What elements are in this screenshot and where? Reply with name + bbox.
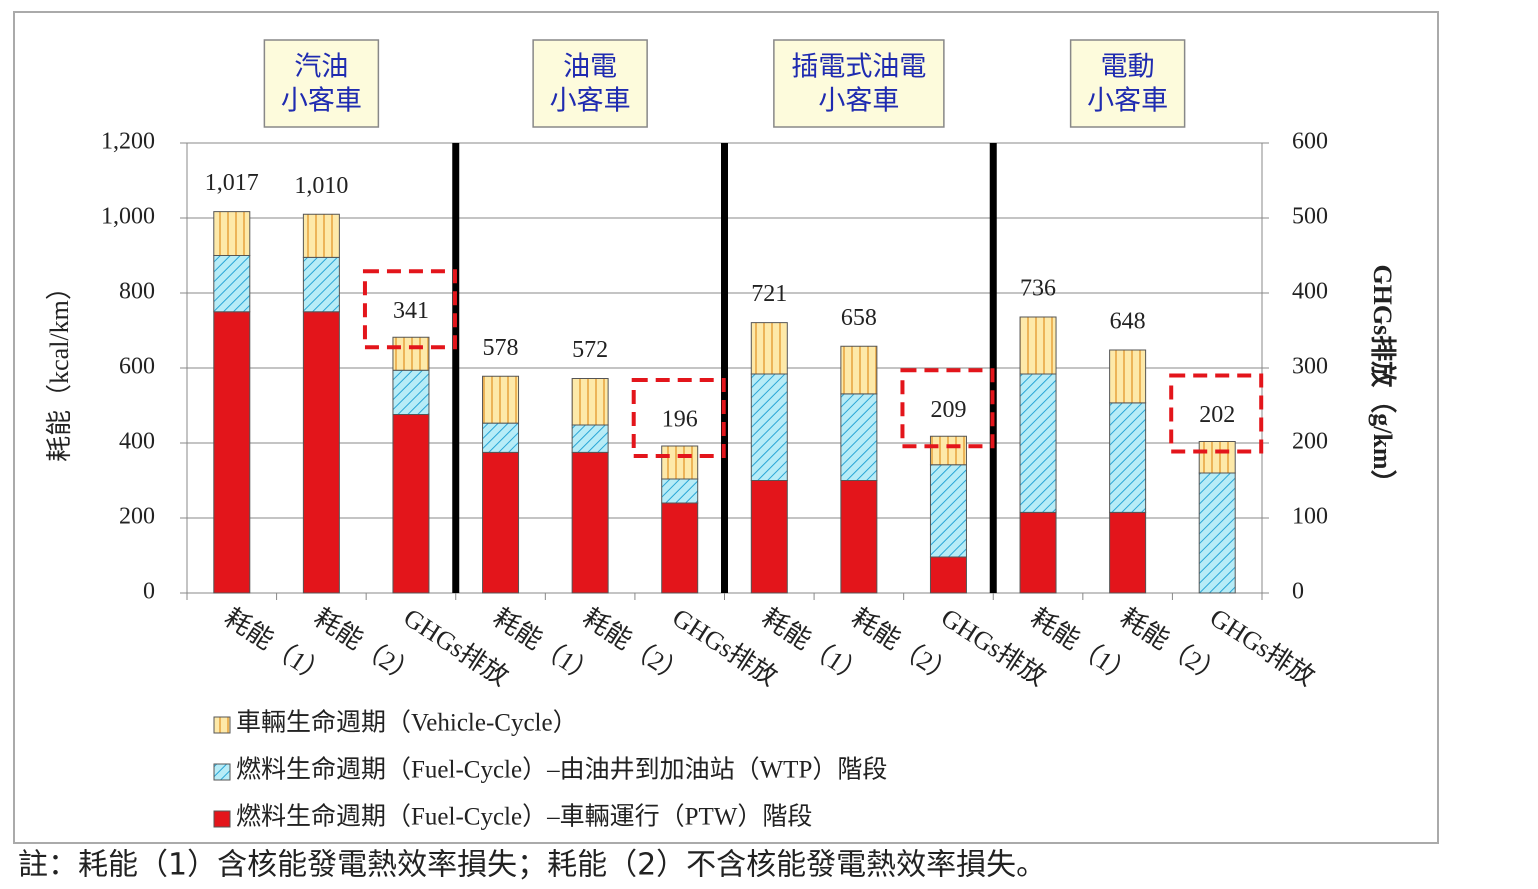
bar-segment [392,336,430,371]
bar-segment [482,422,520,453]
legend-swatch [213,716,231,734]
bar-segment [750,322,788,375]
bar-segment [929,435,967,466]
bar-segment [571,451,609,594]
total-label: 658 [841,305,877,331]
group-header-box [773,39,945,128]
bar-segment [1019,373,1057,513]
total-label: 721 [751,281,787,307]
bar-segment [840,393,878,481]
y-tick-label: 800 [119,279,155,305]
bar-segment [929,464,967,558]
bar-segment [1109,402,1147,513]
y-tick-label: 200 [119,504,155,530]
total-label: 736 [1020,276,1056,302]
total-label: 578 [483,335,519,361]
y-tick-label: 600 [119,354,155,380]
y-axis-title: 耗能（kcal/km） [45,274,74,462]
bar-segment [482,451,520,594]
y-tick-label: 1,200 [101,129,155,155]
group-header: 小客車 [550,86,631,117]
total-label: 1,010 [294,173,348,199]
bar-segment [302,311,340,594]
group-header-box [263,39,380,128]
bar-segment [1198,441,1236,474]
group-header: 汽油 [294,52,348,83]
legend-label: 燃料生命週期（Fuel-Cycle）–車輛運行（PTW）階段 [236,803,812,831]
y2-tick-label: 300 [1292,354,1328,380]
group-header: 電動 [1101,52,1155,83]
highlight-box [900,368,995,449]
highlight-box [631,378,726,458]
bar-segment [392,414,430,594]
bar-segment [661,502,699,594]
bar-segment [1019,316,1057,375]
y-tick-label: 1,000 [101,204,155,230]
total-label: 196 [662,407,698,433]
group-header: 油電 [563,52,617,83]
bar-segment [213,211,251,256]
group-header-box [1069,39,1186,128]
bar-segment [1198,472,1236,594]
bar-segment [1109,349,1147,404]
group-header: 小客車 [1087,86,1168,117]
highlight-box [362,269,457,350]
total-label: 202 [1199,402,1235,428]
total-label: 341 [393,298,429,324]
bar-segment [482,375,520,424]
bar-segment [392,369,430,415]
legend-swatch [213,810,231,828]
legend-label: 燃料生命週期（Fuel-Cycle）–由油井到加油站（WTP）階段 [236,756,887,784]
legend-swatch [213,763,231,781]
bar-segment [750,373,788,481]
total-label: 209 [930,397,966,423]
y2-tick-label: 200 [1292,429,1328,455]
highlight-box [1169,373,1264,454]
total-label: 648 [1110,309,1146,335]
total-label: 572 [572,337,608,363]
bar-segment [750,480,788,594]
y2-tick-label: 0 [1292,579,1304,605]
bar-segment [571,378,609,426]
bar-segment [213,255,251,313]
bar-segment [661,478,699,504]
legend-label: 車輛生命週期（Vehicle-Cycle） [236,709,578,737]
group-header: 小客車 [281,86,362,117]
y-tick-label: 400 [119,429,155,455]
y2-tick-label: 400 [1292,279,1328,305]
y-tick-label: 0 [143,579,155,605]
bar-segment [302,213,340,258]
group-header: 插電式油電 [791,52,926,83]
frame [13,11,1439,844]
y2-tick-label: 100 [1292,504,1328,530]
y2-tick-label: 500 [1292,204,1328,230]
group-header: 小客車 [818,86,899,117]
bar-segment [840,345,878,395]
x-tick-label: GHGs排放 [1205,603,1320,692]
bar-segment [1019,511,1057,594]
bar-segment [1109,511,1147,594]
y2-axis-title: GHGs排放（g/km） [1368,264,1398,495]
bar-segment [302,256,340,313]
group-header-box [532,39,648,128]
bar-segment [840,480,878,594]
bar-segment [929,556,967,594]
bar-segment [661,445,699,480]
bar-segment [213,311,251,594]
bar-segment [571,424,609,453]
y2-tick-label: 600 [1292,129,1328,155]
total-label: 1,017 [205,170,259,196]
footnote: 註：耗能（1）含核能發電熱效率損失；耗能（2）不含核能發電熱效率損失。 [18,848,1046,883]
